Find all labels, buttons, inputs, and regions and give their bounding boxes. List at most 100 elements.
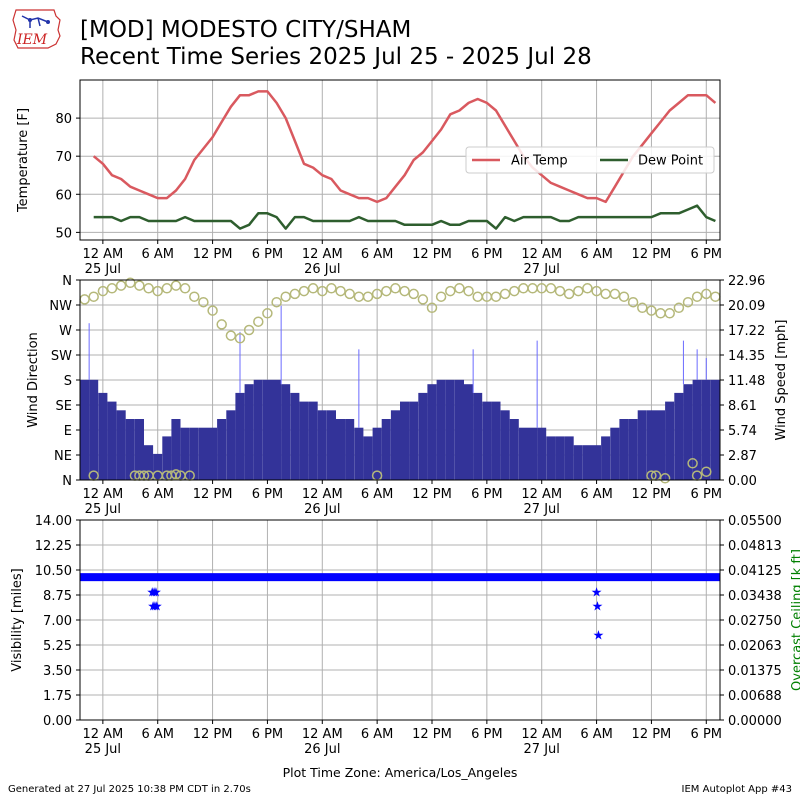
wind-speed-bar xyxy=(628,419,638,480)
wind-speed-ytick-label: 0.00 xyxy=(728,474,757,489)
temp-xtick-label: 12 PM xyxy=(412,247,452,262)
wind-speed-bar xyxy=(134,419,144,480)
wind-speed-ytick-label: 14.35 xyxy=(728,349,765,364)
wind-speed-bar xyxy=(601,436,611,480)
vis-xtick-label: 6 PM xyxy=(252,727,283,742)
wind-speed-bar xyxy=(198,427,208,480)
temp-xtick-label: 12 PM xyxy=(193,247,233,262)
wind-direction-point xyxy=(79,294,90,305)
wind-direction-point xyxy=(399,285,410,297)
wind-direction-point xyxy=(344,288,355,300)
ceiling-ytick-label: 0.01375 xyxy=(728,664,782,679)
wind-speed-bar xyxy=(180,427,190,480)
vis-ytick-label: 0.00 xyxy=(43,714,72,729)
wind-speed-bar xyxy=(473,392,483,480)
wind-dir-ytick-label: S xyxy=(64,374,72,389)
wind-speed-bar xyxy=(354,427,364,480)
wind-direction-point xyxy=(317,285,328,297)
wind-direction-point xyxy=(682,296,694,308)
wind-speed-bar xyxy=(290,392,300,480)
temp-xtick-label: 12 AM xyxy=(521,247,562,262)
vis-xtick-date-label: 27 Jul xyxy=(524,742,560,757)
wind-speed-bar xyxy=(107,401,117,480)
wind-speed-bar xyxy=(400,401,410,480)
wind-direction-point xyxy=(381,285,392,297)
temp-ytick-label: 50 xyxy=(55,226,72,241)
wind-speed-bar xyxy=(317,410,327,480)
wind-direction-point xyxy=(545,283,557,294)
wind-speed-bar xyxy=(637,410,647,480)
wind-speed-bar xyxy=(217,419,227,480)
vis-xtick-label: 12 PM xyxy=(632,727,672,742)
temp-xtick-label: 12 PM xyxy=(632,247,672,262)
wind-speed-bar xyxy=(528,427,538,480)
temp-xtick-date-label: 25 Jul xyxy=(85,262,121,277)
wind-direction-point xyxy=(687,458,698,469)
wind-speed-bar xyxy=(546,436,556,480)
visibility-point: ★ xyxy=(593,628,605,643)
wind-dir-ytick-label: N xyxy=(62,474,72,489)
wind-xtick-label: 6 PM xyxy=(691,487,722,502)
visibility-point: ★ xyxy=(150,585,162,600)
wind-speed-bar xyxy=(308,401,318,480)
ceiling-ytick-label: 0.04813 xyxy=(728,539,782,554)
wind-speed-bar xyxy=(619,419,629,480)
wind-speed-bar xyxy=(189,427,199,480)
wind-speed-bar xyxy=(427,384,437,480)
wind-xtick-label: 12 AM xyxy=(521,487,562,502)
wind-speed-ytick-label: 22.96 xyxy=(728,274,765,289)
wind-speed-bar xyxy=(683,384,693,480)
wind-speed-bar xyxy=(509,419,519,480)
wind-direction-point xyxy=(353,291,365,302)
temp-ytick-label: 70 xyxy=(55,150,72,165)
wind-speed-bar xyxy=(573,445,583,480)
wind-direction-point xyxy=(701,466,712,477)
visibility-ylabel: Visibility [miles] xyxy=(10,568,25,671)
wind-direction-point xyxy=(518,283,529,294)
wind-speed-bar xyxy=(226,410,236,480)
vis-ytick-label: 8.75 xyxy=(43,589,72,604)
wind-speed-ytick-label: 11.48 xyxy=(728,374,765,389)
temp-xtick-label: 12 AM xyxy=(82,247,123,262)
wind-speed-bar xyxy=(171,419,181,480)
visibility-point: ★ xyxy=(591,585,603,600)
vis-ytick-label: 14.00 xyxy=(35,514,72,529)
wind-direction-point xyxy=(472,291,483,302)
wind-xtick-label: 12 PM xyxy=(193,487,233,502)
wind-direction-point xyxy=(509,285,520,297)
temp-legend: Air Temp Dew Point xyxy=(465,146,715,174)
svg-text:IEM: IEM xyxy=(16,32,48,48)
wind-speed-bar xyxy=(454,379,464,480)
vis-ytick-label: 3.50 xyxy=(43,664,72,679)
wind-xtick-date-label: 26 Jul xyxy=(304,502,340,517)
temp-xtick-label: 6 AM xyxy=(141,247,174,262)
wind-direction-point xyxy=(335,285,346,297)
wind-direction-point xyxy=(573,285,584,297)
temp-xtick-label: 6 PM xyxy=(471,247,502,262)
visibility-point: ★ xyxy=(148,585,160,600)
wind-xtick-date-label: 25 Jul xyxy=(85,502,121,517)
wind-xtick-label: 12 AM xyxy=(82,487,123,502)
wind-direction-point xyxy=(710,291,721,302)
visibility-point: ★ xyxy=(592,600,604,615)
wind-speed-bar xyxy=(436,379,446,480)
ceiling-ytick-label: 0.03438 xyxy=(728,589,782,604)
generated-note: Generated at 27 Jul 2025 10:38 PM CDT in… xyxy=(8,784,251,795)
visibility-point: ★ xyxy=(147,600,159,615)
wind-direction-point xyxy=(637,302,648,314)
wind-direction-point xyxy=(362,291,374,302)
temp-xtick-label: 6 PM xyxy=(252,247,283,262)
legend-box xyxy=(465,146,715,174)
wind-direction-point xyxy=(609,288,621,300)
temp-frame xyxy=(79,79,721,241)
air-temp-line xyxy=(92,90,717,204)
iem-logo: IEM xyxy=(12,9,61,49)
wind-dir-ytick-label: NW xyxy=(49,299,72,314)
wind-speed-bar xyxy=(409,401,419,480)
wind-speed-bar xyxy=(116,410,126,480)
wind-speed-bar xyxy=(464,384,474,480)
wind-speed-bar xyxy=(491,401,501,480)
wind-direction-point xyxy=(216,319,227,330)
wind-dir-ytick-label: SE xyxy=(56,399,72,414)
